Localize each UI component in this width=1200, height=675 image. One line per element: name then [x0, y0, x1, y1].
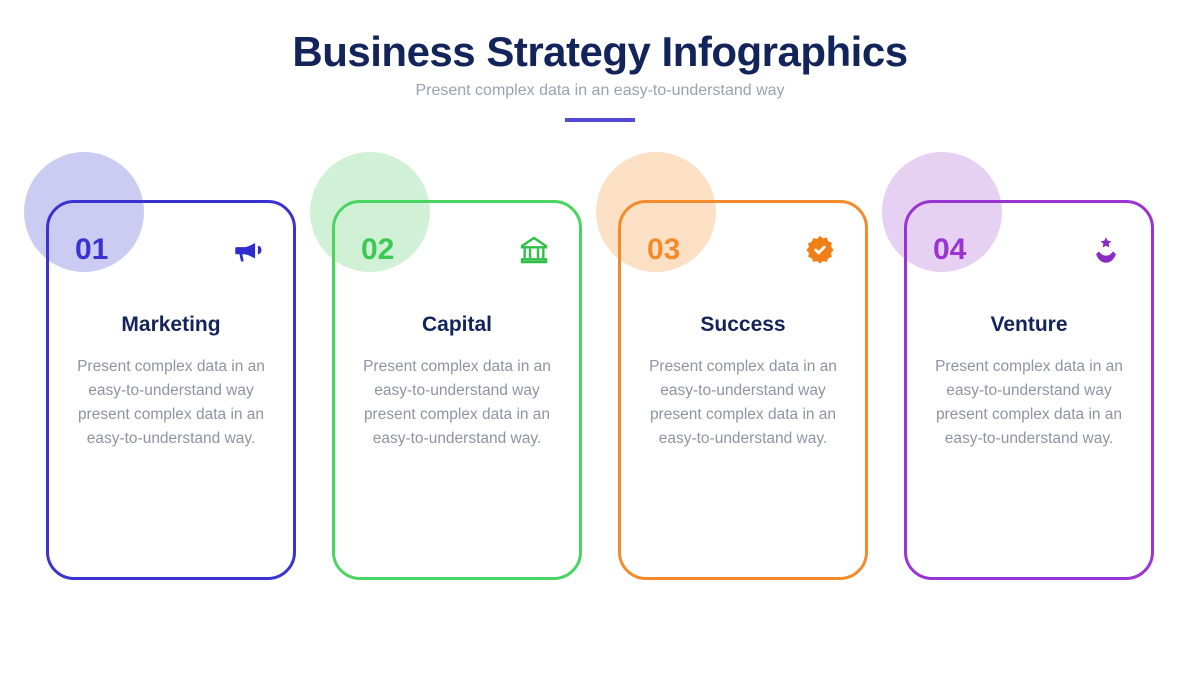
title-underline — [565, 118, 635, 122]
card-body-text: Present complex data in an easy-to-under… — [933, 355, 1125, 451]
card-frame: 04 Venture Present complex data in an ea… — [904, 200, 1154, 580]
card-body-text: Present complex data in an easy-to-under… — [75, 355, 267, 451]
card-number: 01 — [75, 233, 108, 267]
card-frame: 03 Success Present complex data in an ea… — [618, 200, 868, 580]
card-title: Marketing — [75, 313, 267, 337]
card-frame: 02 Capital Present complex data in an ea… — [332, 200, 582, 580]
card-title: Capital — [361, 313, 553, 337]
card-header: 03 — [647, 227, 839, 273]
bank-icon — [515, 231, 553, 269]
card-header: 02 — [361, 227, 553, 273]
achievement-icon — [1087, 231, 1125, 269]
card-title: Venture — [933, 313, 1125, 337]
card-header: 01 — [75, 227, 267, 273]
card-title: Success — [647, 313, 839, 337]
header: Business Strategy Infographics Present c… — [0, 0, 1200, 122]
card-marketing: 01 Marketing Present complex data in an … — [46, 200, 296, 580]
card-number: 04 — [933, 233, 966, 267]
card-body-text: Present complex data in an easy-to-under… — [361, 355, 553, 451]
page-title: Business Strategy Infographics — [0, 28, 1200, 76]
card-header: 04 — [933, 227, 1125, 273]
card-frame: 01 Marketing Present complex data in an … — [46, 200, 296, 580]
page-subtitle: Present complex data in an easy-to-under… — [0, 82, 1200, 100]
card-number: 03 — [647, 233, 680, 267]
card-success: 03 Success Present complex data in an ea… — [618, 200, 868, 580]
megaphone-icon — [229, 231, 267, 269]
card-body-text: Present complex data in an easy-to-under… — [647, 355, 839, 451]
card-venture: 04 Venture Present complex data in an ea… — [904, 200, 1154, 580]
card-number: 02 — [361, 233, 394, 267]
card-capital: 02 Capital Present complex data in an ea… — [332, 200, 582, 580]
cards-row: 01 Marketing Present complex data in an … — [0, 200, 1200, 580]
badge-check-icon — [801, 231, 839, 269]
